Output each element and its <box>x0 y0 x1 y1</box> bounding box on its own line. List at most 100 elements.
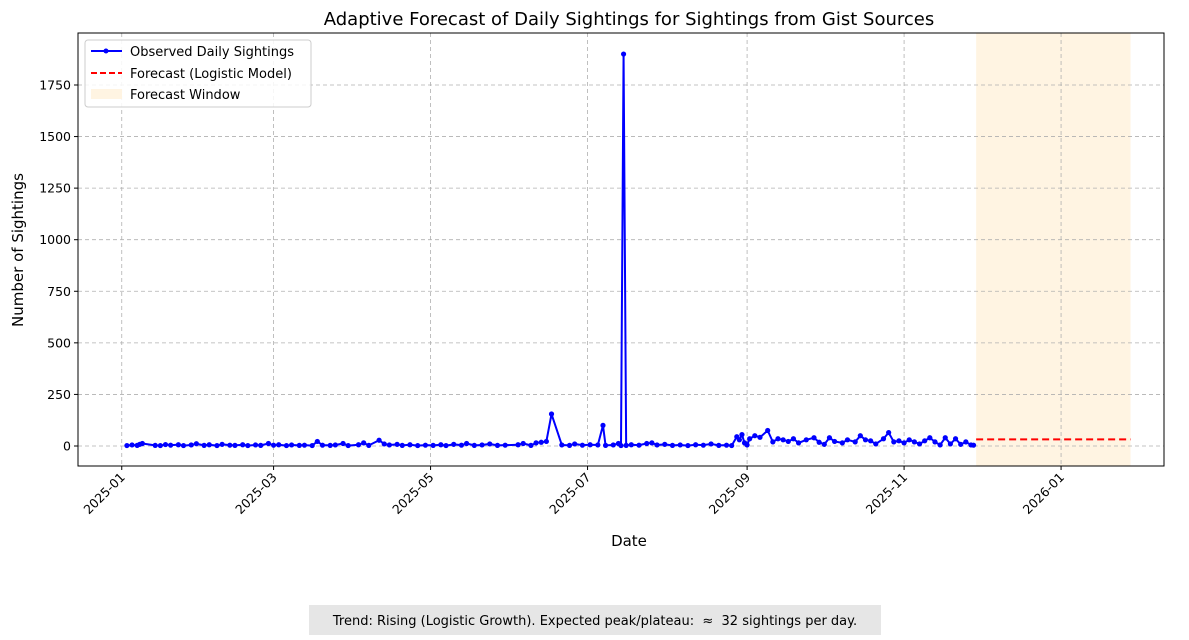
observed-point <box>662 441 668 447</box>
observed-point <box>839 440 845 446</box>
observed-point <box>644 440 650 447</box>
observed-point <box>188 442 194 448</box>
observed-point <box>628 442 634 448</box>
y-tick-label: 750 <box>47 284 71 299</box>
observed-point <box>227 442 233 448</box>
observed-point <box>366 442 372 448</box>
chart-title: Adaptive Forecast of Daily Sightings for… <box>324 9 935 30</box>
observed-point <box>636 442 642 448</box>
observed-point <box>790 436 797 442</box>
observed-point <box>314 438 320 445</box>
observed-point <box>463 440 470 447</box>
observed-point <box>896 438 902 444</box>
observed-point <box>901 440 907 446</box>
observed-point <box>780 437 786 443</box>
observed-point <box>708 441 714 447</box>
y-tick-label: 0 <box>63 438 71 453</box>
x-tick-label: 2025-03 <box>232 470 280 518</box>
observed-point <box>168 442 174 448</box>
observed-point <box>265 440 272 447</box>
observed-point <box>958 441 964 447</box>
observed-point <box>862 437 869 443</box>
observed-point <box>533 440 539 446</box>
observed-point <box>245 442 251 449</box>
observed-point <box>394 441 400 447</box>
legend-window-label: Forecast Window <box>130 88 241 103</box>
x-tick-label: 2025-01 <box>80 470 128 518</box>
observed-point <box>471 442 477 448</box>
observed-point <box>451 441 457 447</box>
observed-point <box>649 440 655 446</box>
observed-point <box>528 442 534 448</box>
observed-point <box>430 442 436 448</box>
y-axis-label: Number of Sightings <box>9 173 27 327</box>
observed-point <box>600 422 606 428</box>
observed-point <box>744 442 750 448</box>
y-tick-label: 1750 <box>39 77 71 92</box>
observed-point <box>618 442 624 449</box>
observed-point <box>309 442 315 449</box>
observed-point <box>543 438 549 445</box>
observed-point <box>886 429 892 436</box>
observed-point <box>502 442 508 448</box>
x-tick-label: 2025-05 <box>389 470 437 518</box>
legend-window-swatch <box>91 89 122 99</box>
observed-point <box>276 442 282 448</box>
observed-point <box>587 442 593 448</box>
observed-point <box>947 441 954 447</box>
observed-point <box>415 442 421 449</box>
observed-point <box>610 442 616 448</box>
observed-point <box>952 436 959 442</box>
observed-point <box>214 442 220 449</box>
observed-point <box>283 442 290 449</box>
y-tick-label: 500 <box>47 335 71 350</box>
observed-point <box>873 441 879 447</box>
observed-point <box>891 439 897 445</box>
observed-point <box>677 442 683 448</box>
observed-point <box>747 436 753 442</box>
observed-point <box>124 442 130 449</box>
observed-point <box>332 442 338 448</box>
x-tick-label: 2025-09 <box>706 469 754 517</box>
observed-point <box>162 441 169 448</box>
observed-point <box>252 442 259 448</box>
y-tick-label: 1500 <box>39 129 71 144</box>
observed-point <box>785 438 791 445</box>
observed-point <box>438 442 444 448</box>
x-tick-label: 2026-01 <box>1020 470 1068 518</box>
observed-point <box>844 437 851 443</box>
observed-point <box>548 411 555 417</box>
observed-point <box>693 442 699 448</box>
observed-point <box>736 437 742 443</box>
observed-point <box>443 442 449 449</box>
observed-point <box>381 441 387 447</box>
observed-point <box>911 439 917 445</box>
observed-point <box>922 438 928 444</box>
observed-point <box>270 442 277 448</box>
observed-point <box>422 442 429 448</box>
observed-point <box>757 434 763 440</box>
observed-point <box>970 442 977 448</box>
annotation-text: Trend: Rising (Logistic Growth). Expecte… <box>332 614 857 629</box>
observed-point <box>345 442 351 449</box>
observed-point <box>826 435 833 441</box>
observed-point <box>752 433 758 439</box>
observed-point <box>765 427 771 434</box>
observed-point <box>193 441 199 447</box>
observed-point <box>258 442 264 448</box>
y-tick-label: 1250 <box>39 181 71 196</box>
legend-observed-label: Observed Daily Sightings <box>130 45 294 60</box>
observed-point <box>654 442 660 448</box>
plot-area: 0 250 500 750 1000 1250 1500 1750 2025-01 2025-03… <box>39 32 1165 518</box>
observed-point <box>288 442 295 448</box>
observed-point <box>916 441 923 447</box>
observed-point <box>157 442 163 449</box>
observed-point <box>816 439 822 445</box>
observed-point <box>319 442 326 448</box>
observed-point <box>868 438 874 444</box>
observed-point <box>458 442 465 448</box>
y-tick-label: 1000 <box>39 232 71 247</box>
observed-point <box>494 442 501 448</box>
observed-point <box>811 435 817 441</box>
